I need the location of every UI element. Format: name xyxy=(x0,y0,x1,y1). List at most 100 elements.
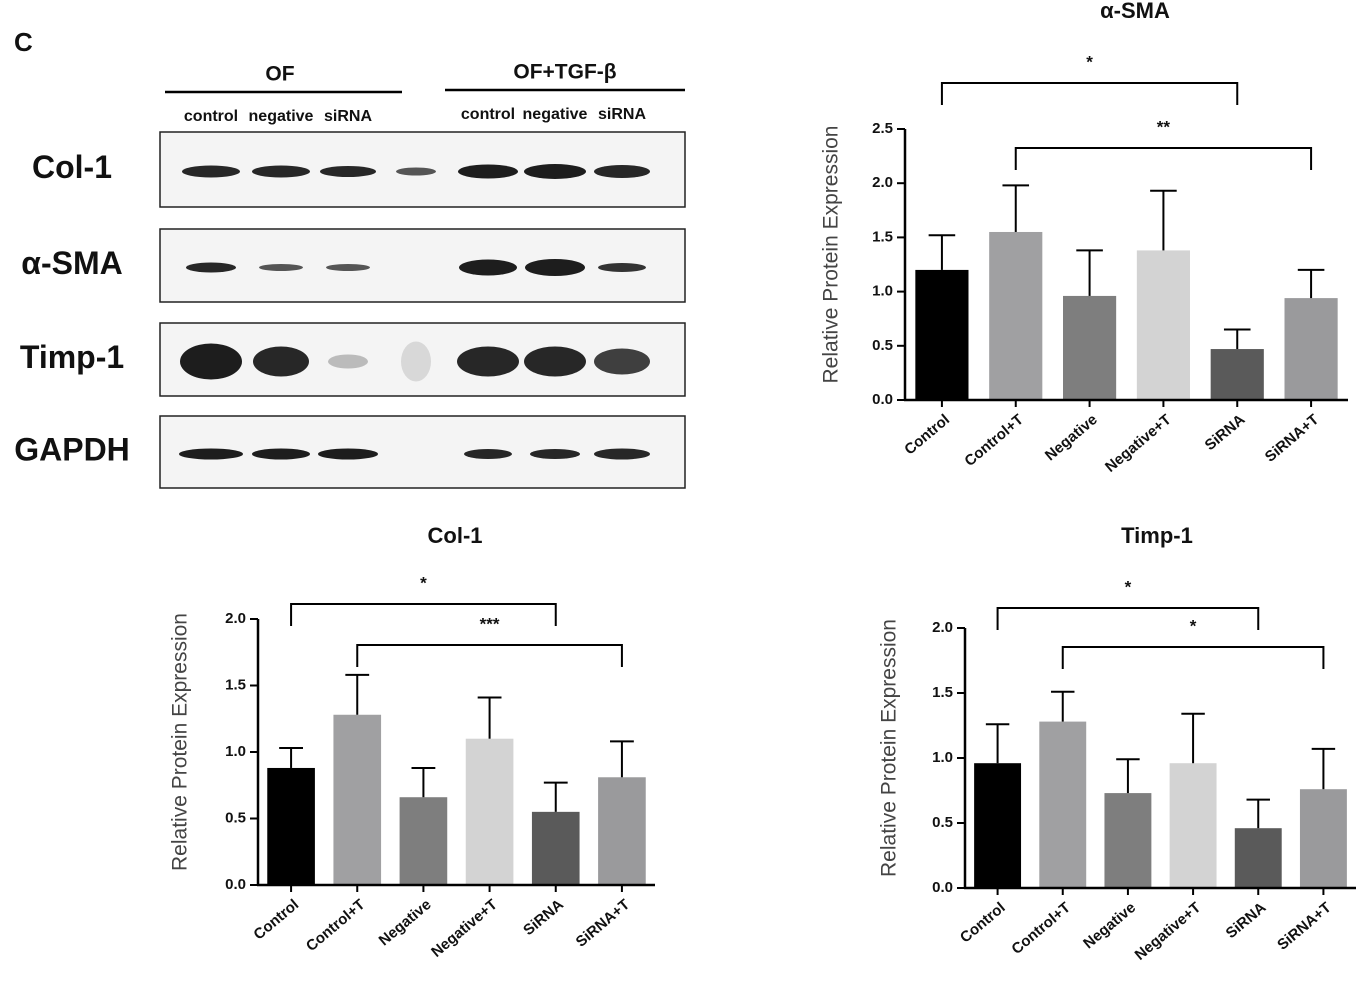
bar xyxy=(1284,298,1338,400)
x-tick-label: SiRNA xyxy=(1223,899,1270,942)
significance-bracket xyxy=(290,603,557,626)
significance-bracket xyxy=(1014,147,1313,170)
bar xyxy=(1299,789,1347,888)
protein-label: Col-1 xyxy=(32,149,112,185)
lane-label: control xyxy=(184,108,238,125)
blot-band xyxy=(180,343,242,380)
blot-band xyxy=(458,164,518,179)
y-tick-label: 0.0 xyxy=(872,391,893,408)
significance-label: * xyxy=(1190,616,1197,635)
blot-band xyxy=(525,259,585,276)
y-tick-label: 2.0 xyxy=(225,610,246,627)
x-tick-label: SiRNA+T xyxy=(573,896,633,951)
protein-label: Timp-1 xyxy=(20,339,124,375)
y-tick-label: 1.0 xyxy=(872,283,893,300)
y-tick-label: 1.0 xyxy=(932,749,953,766)
chart-title: α-SMA xyxy=(1100,0,1170,23)
bar xyxy=(531,811,580,885)
x-tick-label: Control xyxy=(901,411,953,458)
significance-label: ** xyxy=(1157,117,1171,136)
lane-label: control xyxy=(461,106,515,123)
protein-label: α-SMA xyxy=(21,245,122,281)
blot-band xyxy=(396,167,436,176)
x-tick-label: Negative+T xyxy=(1102,411,1175,476)
lane-label: siRNA xyxy=(598,106,646,123)
y-tick-label: 1.5 xyxy=(932,684,953,701)
x-tick-label: Control+T xyxy=(1008,899,1074,958)
blot-band xyxy=(259,264,303,271)
bar xyxy=(989,231,1043,400)
y-axis-label: Relative Protein Expression xyxy=(878,619,901,877)
bar xyxy=(1136,250,1190,400)
y-tick-label: 2.0 xyxy=(932,619,953,636)
x-tick-label: Control xyxy=(250,896,302,943)
bar xyxy=(1169,763,1217,888)
x-tick-label: Negative+T xyxy=(1132,899,1205,964)
blot-band xyxy=(464,449,512,459)
significance-bracket xyxy=(1061,646,1325,669)
bar xyxy=(333,714,382,885)
blot-band xyxy=(401,341,431,382)
blot-band xyxy=(253,346,309,377)
x-tick-label: Negative xyxy=(1042,411,1101,464)
bar xyxy=(1234,828,1282,888)
significance-label: * xyxy=(1125,577,1132,596)
bar xyxy=(974,763,1022,888)
bar xyxy=(598,777,646,885)
x-tick-label: Negative xyxy=(1080,899,1139,952)
y-axis-label: Relative Protein Expression xyxy=(169,613,192,871)
bar xyxy=(1039,721,1087,888)
blot-band xyxy=(524,346,586,377)
x-tick-label: SiRNA+T xyxy=(1274,899,1334,954)
bar xyxy=(915,269,969,400)
x-tick-label: Negative xyxy=(376,896,435,949)
blot-band xyxy=(524,164,586,179)
x-tick-label: SiRNA+T xyxy=(1262,411,1322,466)
bar xyxy=(399,797,448,885)
significance-label: * xyxy=(420,573,427,592)
y-tick-label: 1.0 xyxy=(225,743,246,760)
blot-band xyxy=(182,165,240,178)
blot-band xyxy=(252,448,310,460)
blot-frame xyxy=(159,228,686,303)
blot-band xyxy=(328,354,368,369)
chart-title: Timp-1 xyxy=(1121,523,1193,548)
x-tick-label: Control+T xyxy=(961,411,1027,470)
x-tick-label: Control+T xyxy=(303,896,369,955)
bar xyxy=(465,738,514,885)
bar xyxy=(1210,349,1264,400)
y-tick-label: 0.5 xyxy=(225,809,246,826)
y-tick-label: 1.5 xyxy=(872,228,893,245)
x-tick-label: SiRNA xyxy=(1202,411,1249,454)
significance-label: * xyxy=(1086,52,1093,71)
x-tick-label: Control xyxy=(957,899,1009,946)
blot-band xyxy=(186,262,236,273)
lane-label: negative xyxy=(249,108,314,125)
blot-band xyxy=(594,448,650,460)
bar xyxy=(1104,793,1152,888)
y-tick-label: 0.5 xyxy=(872,337,893,354)
blot-band xyxy=(326,264,370,271)
y-axis-label: Relative Protein Expression xyxy=(820,126,843,384)
y-tick-label: 2.5 xyxy=(872,120,893,137)
blot-band xyxy=(598,263,646,272)
protein-label: GAPDH xyxy=(14,431,130,467)
lane-label: siRNA xyxy=(324,108,372,125)
blot-band xyxy=(459,259,517,276)
blot-band xyxy=(594,165,650,178)
significance-label: *** xyxy=(480,614,500,633)
y-tick-label: 0.5 xyxy=(932,814,953,831)
lane-label: negative xyxy=(523,106,588,123)
blot-band xyxy=(594,348,650,375)
blot-band xyxy=(320,166,376,177)
significance-bracket xyxy=(940,82,1239,105)
blot-band xyxy=(457,346,519,377)
group-label: OF xyxy=(265,63,294,86)
blot-band xyxy=(530,449,580,459)
x-tick-label: SiRNA xyxy=(520,896,567,939)
blot-band xyxy=(179,448,243,460)
y-tick-label: 2.0 xyxy=(872,174,893,191)
group-label: OF+TGF-β xyxy=(513,61,616,84)
chart-title: Col-1 xyxy=(428,523,483,548)
